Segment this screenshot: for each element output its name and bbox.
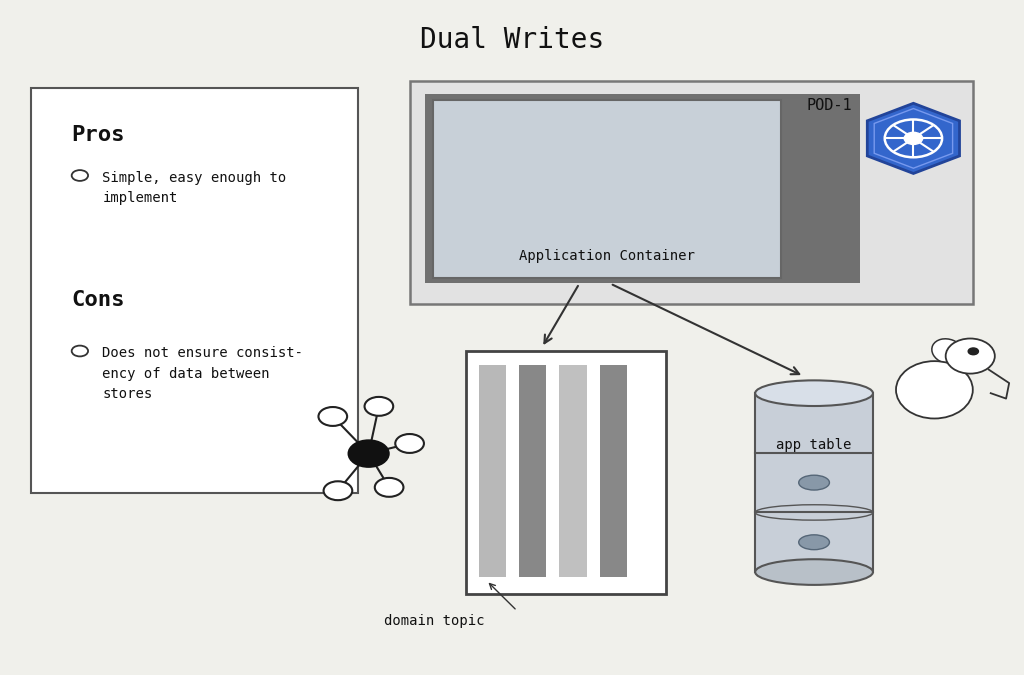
Circle shape [324,481,352,500]
FancyArrowPatch shape [545,286,578,343]
Text: Simple, easy enough to
implement: Simple, easy enough to implement [102,171,287,205]
Ellipse shape [756,381,872,406]
Circle shape [72,346,88,356]
FancyBboxPatch shape [600,364,627,577]
Circle shape [365,397,393,416]
FancyBboxPatch shape [425,95,860,284]
Text: Application Container: Application Container [519,249,695,263]
Ellipse shape [896,361,973,418]
Circle shape [395,434,424,453]
Ellipse shape [756,505,872,520]
Ellipse shape [756,559,872,585]
Circle shape [904,132,923,144]
Text: Does not ensure consist-
ency of data between
stores: Does not ensure consist- ency of data be… [102,346,303,402]
Text: domain topic: domain topic [384,614,484,628]
Text: Dual Writes: Dual Writes [420,26,604,55]
FancyBboxPatch shape [519,364,547,577]
FancyArrowPatch shape [489,584,515,609]
Text: POD-1: POD-1 [806,98,852,113]
Circle shape [375,478,403,497]
FancyBboxPatch shape [479,364,506,577]
Ellipse shape [945,339,995,374]
FancyBboxPatch shape [410,81,973,304]
Polygon shape [867,103,959,173]
FancyBboxPatch shape [756,393,872,572]
Text: app table: app table [776,439,852,452]
FancyBboxPatch shape [31,88,358,493]
Circle shape [72,170,88,181]
Ellipse shape [932,339,964,364]
Text: Cons: Cons [72,290,125,310]
FancyBboxPatch shape [466,351,666,594]
Circle shape [318,407,347,426]
FancyBboxPatch shape [559,364,587,577]
Circle shape [969,348,979,355]
Ellipse shape [799,475,829,490]
Text: Pros: Pros [72,125,125,145]
Circle shape [348,440,389,467]
FancyArrowPatch shape [612,285,800,374]
Ellipse shape [799,535,829,549]
FancyBboxPatch shape [433,100,781,278]
